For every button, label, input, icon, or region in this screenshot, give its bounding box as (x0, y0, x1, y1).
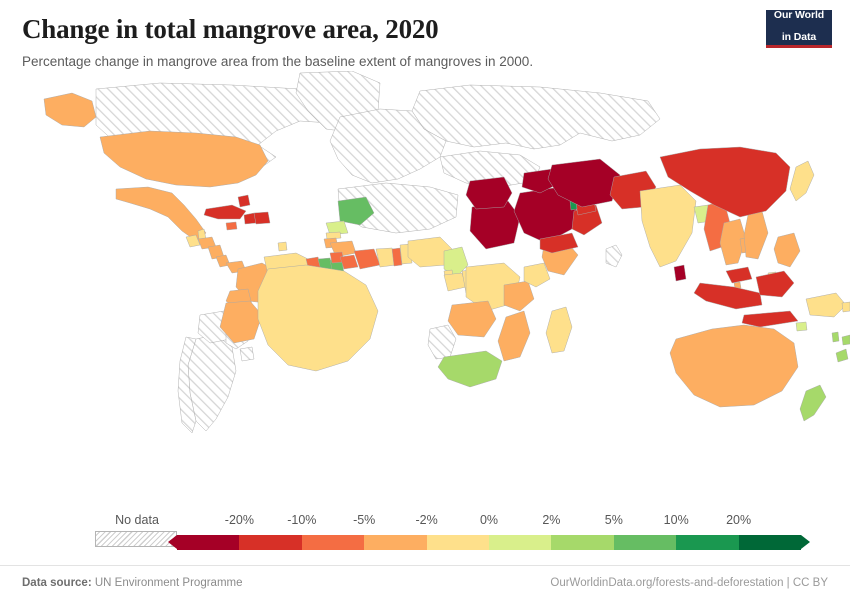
chart-footer: Data source: UN Environment Programme Ou… (0, 565, 850, 600)
country-sri-lanka[interactable]: Sri Lanka: -21% (674, 265, 686, 281)
country-philippines[interactable]: Philippines: -4.8% (774, 233, 800, 267)
logo-line-1: Our World (773, 8, 825, 21)
country-senegal[interactable]: Senegal: 1.5% (326, 221, 348, 235)
country-uruguay[interactable]: Uruguay: No data (240, 347, 254, 361)
legend-bin-1[interactable] (239, 535, 302, 550)
legend-tick-7: 10% (663, 513, 689, 527)
country-solomon-islands[interactable]: Solomon Islands: -1.5% (842, 302, 850, 312)
country-namibia[interactable]: Namibia: No data (428, 325, 456, 359)
country-brazil[interactable]: Brazil: -1.1% (258, 265, 378, 371)
legend-bin-5[interactable] (489, 535, 552, 550)
legend-color-bar[interactable] (168, 535, 811, 550)
chart-subtitle: Percentage change in mangrove area from … (22, 54, 534, 70)
legend-bin-7[interactable] (613, 535, 677, 550)
country-indonesia[interactable]: Indonesia: -10.5% (694, 283, 762, 309)
page-title: Change in total mangrove area, 2020 (22, 14, 439, 44)
country-new-zealand[interactable]: New Zealand: 2.6% (800, 385, 826, 421)
legend-tick-5: 2% (542, 513, 561, 527)
country-cuba[interactable]: Cuba: -12% (204, 205, 246, 219)
country-dominican-republic[interactable]: Dominican Republic: -13% (254, 212, 270, 224)
country-indonesia[interactable]: Indonesia: -10.5% (742, 311, 798, 327)
country-angola[interactable]: Angola: -3.3% (448, 301, 496, 337)
logo-line-2: in Data (781, 31, 817, 44)
country-mexico[interactable]: Mexico: -3.2% (116, 187, 206, 241)
country-peru[interactable]: Peru: -4.5% (220, 301, 262, 343)
legend-bin-3[interactable] (364, 535, 427, 550)
country-europe[interactable]: Europe: No data (330, 109, 446, 183)
country-laos[interactable]: Laos: No data (606, 245, 622, 267)
legend-no-data[interactable]: No data (95, 513, 179, 547)
chart-header: Change in total mangrove area, 2020 Perc… (0, 0, 850, 71)
data-source: Data source: UN Environment Programme (22, 577, 243, 589)
legend-cap-right (801, 535, 811, 549)
legend-bin-9[interactable] (738, 535, 802, 550)
country-south-africa[interactable]: South Africa: 3.5% (438, 351, 502, 387)
country-togo[interactable]: Togo: -6.8% (392, 248, 402, 266)
country-jamaica[interactable]: Jamaica: -6% (226, 222, 237, 230)
country-bahamas[interactable]: Bahamas: -11% (238, 195, 250, 207)
country-mauritania[interactable]: Mauritania: 8.5% (338, 197, 374, 225)
world-choropleth-map[interactable]: Canada: No dataGreenland: No dataRussia:… (0, 70, 850, 503)
country-thailand[interactable]: Thailand: -4% (720, 219, 746, 265)
country-china[interactable]: China: -16% (660, 147, 790, 217)
country-mozambique[interactable]: Mozambique: -3% (498, 311, 530, 361)
country-guatemala[interactable]: Guatemala: -1.5% (186, 235, 200, 247)
legend-tick-1: -10% (287, 513, 317, 527)
country-papua-new-guinea[interactable]: Papua New Guinea: -1.6% (806, 293, 846, 317)
country-fiji[interactable]: Fiji: 2.2% (842, 335, 850, 345)
legend-tick-0: -20% (224, 513, 254, 527)
country-trinidad-and-tobago[interactable]: Trinidad and Tobago: -1.4% (278, 242, 287, 251)
legend-bin-8[interactable] (676, 535, 739, 550)
legend-tick-6: 5% (604, 513, 623, 527)
legend-bin-4[interactable] (426, 535, 490, 550)
country-russia[interactable]: Russia: No data (412, 85, 660, 149)
country-vietnam[interactable]: Vietnam: -4.6% (744, 211, 768, 259)
map-legend: No data -20% -10% -5% -2% 0% 2% 5% 10% 20% (0, 503, 850, 565)
country-madagascar[interactable]: Madagascar: -1.9% (546, 307, 572, 353)
legend-bin-6[interactable] (551, 535, 614, 550)
our-world-in-data-logo[interactable]: Our World in Data (766, 8, 832, 48)
country-sudan[interactable]: Sudan: -24% (470, 201, 520, 249)
data-source-key: Data source: (22, 577, 92, 589)
map-svg: Canada: No dataGreenland: No dataRussia:… (0, 70, 850, 466)
country-gambia[interactable]: Gambia: -1% (326, 232, 341, 239)
legend-bin-2[interactable] (301, 535, 365, 550)
country-timor-leste[interactable]: Timor-Leste: 1% (796, 322, 807, 331)
legend-cap-left (168, 535, 177, 549)
legend-no-data-swatch (95, 531, 177, 547)
country-india[interactable]: India: -1% (640, 185, 696, 267)
country-japan[interactable]: Japan: -1.8% (790, 161, 814, 201)
country-egypt[interactable]: Egypt: -26% (466, 177, 512, 209)
country-tanzania[interactable]: Tanzania: -3.1% (504, 281, 534, 311)
legend-tick-3: -2% (415, 513, 438, 527)
legend-tick-2: -5% (353, 513, 376, 527)
legend-tick-8: 20% (726, 513, 752, 527)
country-malaysia[interactable]: Malaysia: -11% (726, 267, 752, 283)
country-iran[interactable]: Iran: -25% (548, 159, 620, 207)
country-chile[interactable]: Chile: No data (178, 337, 196, 433)
attribution-link[interactable]: OurWorldinData.org/forests-and-deforesta… (550, 577, 828, 589)
data-source-value: UN Environment Programme (94, 577, 243, 589)
country-australia[interactable]: Australia: -3.7% (670, 325, 798, 407)
country-kenya[interactable]: Kenya: -1.7% (524, 263, 550, 287)
legend-tick-labels: -20% -10% -5% -2% 0% 2% 5% 10% 20% (168, 513, 810, 531)
country-yemen[interactable]: Yemen: -12.5% (540, 233, 578, 253)
country-vanuatu[interactable]: Vanuatu: 2.5% (832, 332, 839, 342)
country-liberia[interactable]: Liberia: -7% (340, 255, 358, 269)
legend-tick-4: 0% (479, 513, 499, 527)
legend-bin-0[interactable] (177, 535, 240, 550)
country-united-states[interactable]: United States: -3.5% (100, 131, 268, 187)
legend-no-data-label: No data (115, 513, 159, 527)
country-united-states[interactable]: United States: -3.5% (44, 93, 96, 127)
legend-scale[interactable]: -20% -10% -5% -2% 0% 2% 5% 10% 20% (168, 513, 811, 555)
country-indonesia[interactable]: Indonesia: -10.5% (756, 271, 794, 297)
country-new-caledonia[interactable]: New Caledonia: 2.8% (836, 349, 848, 362)
